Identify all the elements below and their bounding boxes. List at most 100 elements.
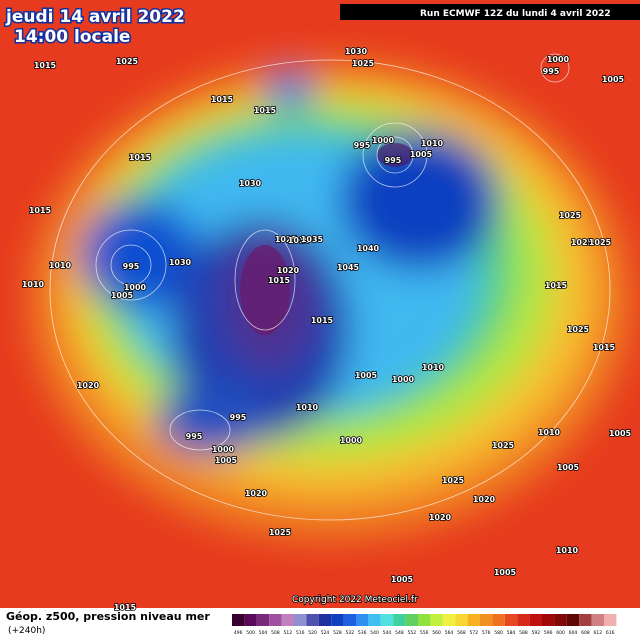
scale-label: 548	[395, 630, 404, 636]
scale-swatch	[331, 614, 344, 626]
scale-label: 500	[246, 630, 255, 636]
scale-label: 560	[432, 630, 441, 636]
scale-label: 600	[556, 630, 565, 636]
scale-label: 544	[383, 630, 392, 636]
scale-swatch	[418, 614, 431, 626]
scale-label: 576	[482, 630, 491, 636]
isobar-label: 1030	[239, 179, 262, 188]
scale-label: 568	[457, 630, 466, 636]
scale-swatch	[480, 614, 493, 626]
isobar-label: 1025	[442, 476, 465, 485]
scale-swatch	[393, 614, 406, 626]
run-banner	[340, 4, 640, 20]
scale-label: 612	[594, 630, 603, 636]
scale-label: 616	[606, 630, 615, 636]
isobar-label: 995	[186, 432, 203, 441]
scale-label: 516	[296, 630, 305, 636]
isobar-label: 1005	[410, 150, 433, 159]
isobar-label: 1020	[77, 381, 100, 390]
scale-label: 528	[333, 630, 342, 636]
scale-swatch	[554, 614, 567, 626]
isobar-label: 1010	[288, 236, 311, 245]
scale-swatch	[380, 614, 394, 626]
scale-swatch	[281, 614, 294, 626]
isobar-label: 1030	[345, 47, 368, 56]
isobar-label: 1005	[215, 456, 238, 465]
isobar-label: 1000	[392, 375, 415, 384]
date-title: jeudi 14 avril 2022	[5, 7, 185, 27]
scale-swatch	[442, 614, 456, 626]
isobar-label: 1025	[275, 235, 298, 244]
isobar-label: 1010	[421, 139, 444, 148]
isobar-label: 1010	[22, 280, 45, 289]
scale-swatch	[256, 614, 270, 626]
scale-label: 608	[581, 630, 590, 636]
scale-swatch	[455, 614, 468, 626]
isobar-label: 1015	[593, 343, 616, 352]
isobar-label: 1015	[129, 153, 152, 162]
scale-swatch	[244, 614, 257, 626]
isobar-label: 1025	[559, 211, 582, 220]
scale-swatch	[368, 614, 381, 626]
scale-swatch	[542, 614, 555, 626]
isobar-label: 1015	[311, 316, 334, 325]
scale-label: 556	[420, 630, 429, 636]
isobar-label: 1010	[538, 428, 561, 437]
scale-swatch	[566, 614, 580, 626]
isobar-label: 1010	[556, 546, 579, 555]
scale-swatch	[430, 614, 443, 626]
isobar-label: 1030	[169, 258, 192, 267]
scale-label: 504	[259, 630, 268, 636]
scale-label: 564	[445, 630, 454, 636]
isobar-label: 1020	[473, 495, 496, 504]
scale-swatch	[467, 614, 480, 626]
scale-swatch	[294, 614, 307, 626]
scale-label: 580	[494, 630, 503, 636]
footer-title: Géop. z500, pression niveau mer	[6, 610, 210, 623]
isobar-label: 995	[123, 262, 140, 271]
isobar-label: 1015	[254, 106, 277, 115]
scale-label: 536	[358, 630, 367, 636]
isobar-label: 1005	[494, 568, 517, 577]
scale-label: 588	[519, 630, 528, 636]
isobar-label: 1035	[301, 235, 324, 244]
isobar-label: 1025	[116, 57, 139, 66]
scale-label: 532	[346, 630, 355, 636]
scale-swatch	[343, 614, 356, 626]
isobar-label: 1000	[547, 55, 570, 64]
isobar-label: 1005	[355, 371, 378, 380]
isobar-label: 1005	[111, 291, 134, 300]
isobar-label: 1025	[352, 59, 375, 68]
scale-label: 596	[544, 630, 553, 636]
scale-swatch	[405, 614, 418, 626]
isobar-label: 995	[354, 141, 371, 150]
isobar-label: 1025	[589, 238, 612, 247]
scale-label: 512	[284, 630, 293, 636]
scale-label: 584	[507, 630, 516, 636]
scale-swatch	[232, 614, 245, 626]
isobar-label: 1005	[557, 463, 580, 472]
time-title: 14:00 locale	[14, 27, 130, 47]
isobar-label: 1020	[429, 513, 452, 522]
scale-swatch	[591, 614, 604, 626]
isobar-label: 1015	[34, 61, 57, 70]
scale-label: 540	[370, 630, 379, 636]
isobar-label: 1015	[268, 276, 291, 285]
isobar-label: 1005	[609, 429, 632, 438]
isobar-label: 1010	[49, 261, 72, 270]
isobar-label: 1020	[245, 489, 268, 498]
isobar-label: 1005	[391, 575, 414, 584]
scale-label: 520	[308, 630, 317, 636]
run-info: Run ECMWF 12Z du lundi 4 avril 2022	[420, 9, 611, 19]
scale-swatch	[306, 614, 319, 626]
isobar-label: 1015	[211, 95, 234, 104]
scale-swatch	[517, 614, 530, 626]
isobar-label: 995	[543, 67, 560, 76]
isobar-label: 1000	[372, 136, 395, 145]
scale-swatch	[504, 614, 518, 626]
isobar-label: 995	[385, 156, 402, 165]
geopotential-field	[0, 0, 640, 608]
isobar-label: 1025	[571, 238, 594, 247]
isobar-label: 1025	[492, 441, 515, 450]
